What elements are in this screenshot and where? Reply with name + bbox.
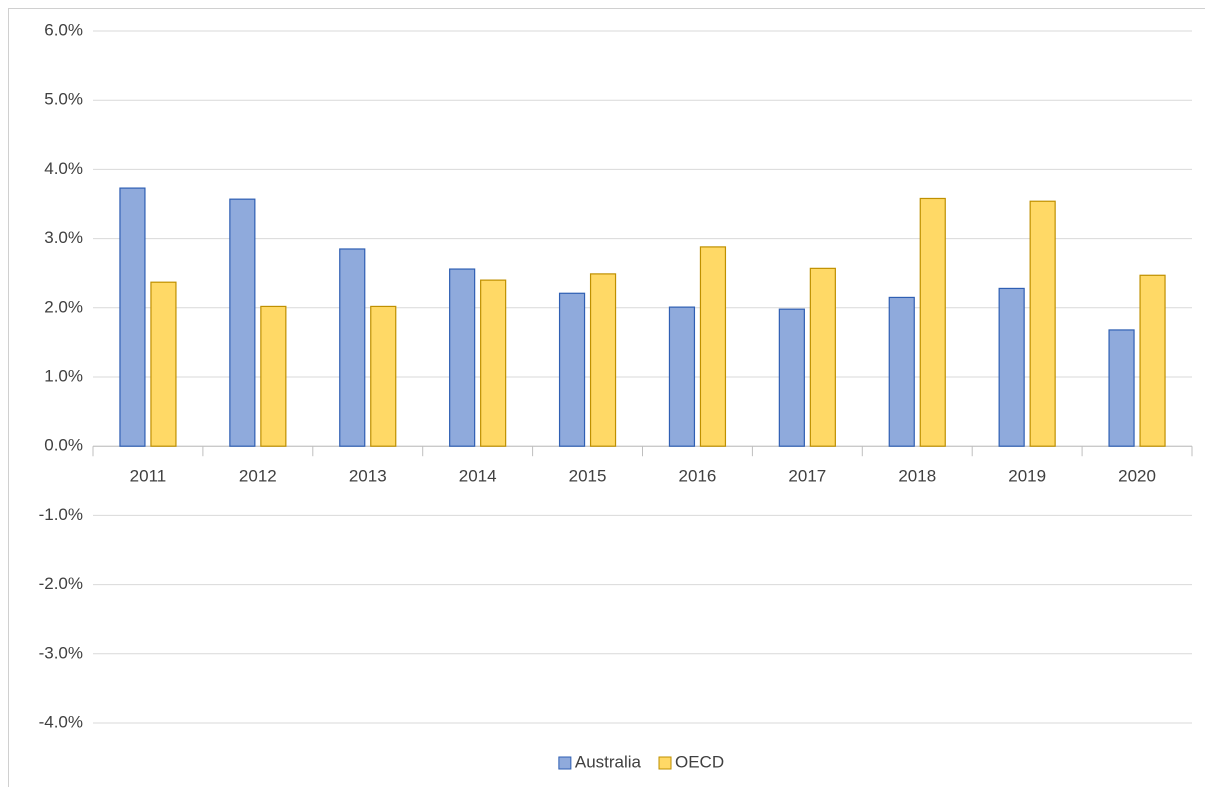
bar [809, 267, 836, 447]
bar [370, 305, 397, 447]
x-tick-label: 2013 [349, 467, 387, 486]
x-tick-label: 2014 [459, 467, 497, 486]
x-tick-label: 2019 [1008, 467, 1046, 486]
bar [1108, 329, 1135, 447]
bar [668, 306, 696, 447]
bar [119, 187, 146, 447]
x-tick-label: 2018 [898, 467, 936, 486]
y-tick-label: 6.0% [44, 20, 83, 39]
y-tick-label: -4.0% [39, 712, 83, 731]
bar [699, 246, 727, 447]
bar [480, 279, 507, 447]
bar [558, 292, 586, 447]
legend-swatch [558, 756, 572, 770]
bar [778, 308, 805, 447]
x-tick-label: 2012 [239, 467, 277, 486]
bar [888, 296, 915, 447]
x-tick-label: 2020 [1118, 467, 1156, 486]
x-tick-label: 2016 [679, 467, 717, 486]
bar [260, 305, 287, 447]
y-tick-label: 5.0% [44, 90, 83, 109]
y-tick-label: 2.0% [44, 297, 83, 316]
bar [150, 281, 177, 447]
legend-label: Australia [575, 752, 642, 771]
y-tick-label: -3.0% [39, 643, 83, 662]
bar [919, 197, 946, 447]
x-tick-label: 2011 [130, 467, 167, 486]
legend-swatch [658, 756, 672, 770]
bar [339, 248, 366, 447]
bar [229, 198, 256, 447]
bar [1139, 274, 1166, 447]
bar [998, 287, 1025, 447]
y-tick-label: -1.0% [39, 505, 83, 524]
y-tick-label: 1.0% [44, 366, 83, 385]
x-tick-label: 2015 [569, 467, 607, 486]
chart-frame [8, 8, 1205, 787]
y-tick-label: 3.0% [44, 228, 83, 247]
bar [589, 273, 617, 447]
bar [1029, 200, 1056, 447]
legend-label: OECD [675, 752, 724, 771]
x-tick-label: 2017 [788, 467, 826, 486]
y-tick-label: -2.0% [39, 574, 83, 593]
y-tick-label: 4.0% [44, 159, 83, 178]
y-tick-label: 0.0% [44, 436, 83, 455]
bar [449, 268, 476, 447]
